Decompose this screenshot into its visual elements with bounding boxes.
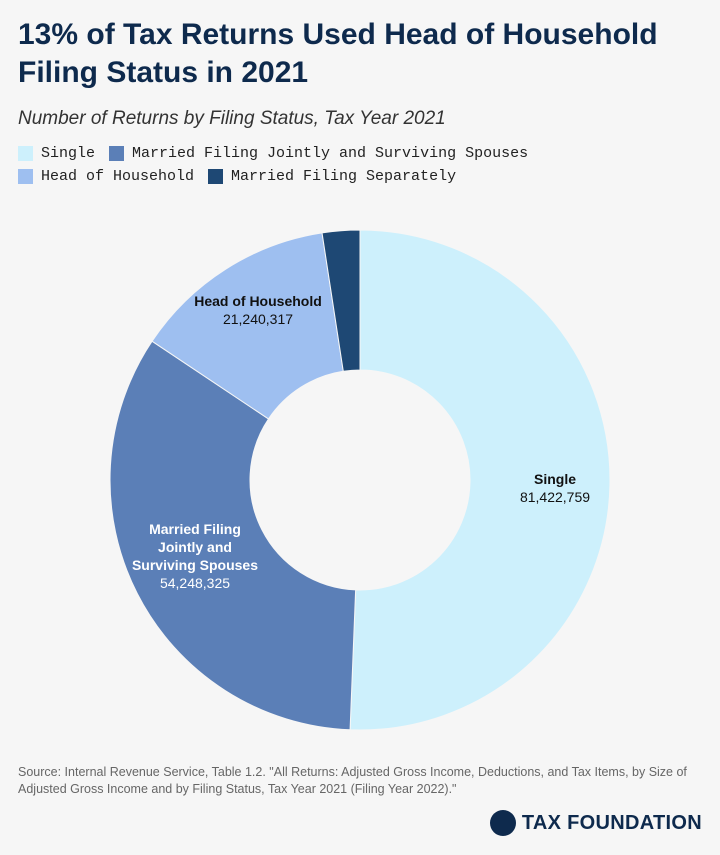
donut-slice (321, 229, 361, 372)
legend-row: Single Married Filing Jointly and Survivi… (18, 145, 698, 168)
legend: Single Married Filing Jointly and Survivi… (18, 145, 698, 191)
data-label: Head of Household 21,240,317 (193, 292, 323, 328)
donut-slice (109, 340, 357, 731)
legend-label: Single (41, 145, 96, 162)
data-label-name: Married Filing Jointly and Surviving Spo… (131, 521, 259, 573)
data-label-value: 81,422,759 (519, 489, 591, 505)
legend-swatch (109, 146, 125, 161)
legend-item: Married Filing Jointly and Surviving Spo… (109, 145, 528, 162)
data-label-name: Head of Household (194, 293, 322, 309)
data-label-name: Single (533, 471, 576, 487)
donut-slice (349, 229, 611, 731)
legend-label: Married Filing Jointly and Surviving Spo… (132, 145, 529, 162)
legend-swatch (18, 146, 33, 161)
legend-row: Head of Household Married Filing Separate… (18, 168, 698, 191)
brand-text: TAX FOUNDATION (521, 811, 702, 834)
donut-slice (151, 232, 344, 420)
brand-icon (489, 810, 516, 836)
brand-logo: TAX FOUNDATION (489, 810, 702, 836)
legend-label: Married Filing Separately (231, 168, 457, 185)
data-label: Single 81,422,759 (490, 470, 620, 506)
chart-subtitle: Number of Returns by Filing Status, Tax … (18, 108, 446, 129)
chart-title: 13% of Tax Returns Used Head of Househol… (18, 18, 658, 89)
legend-item: Single (18, 145, 95, 162)
legend-swatch (208, 169, 224, 184)
source-note: Source: Internal Revenue Service, Table … (18, 765, 687, 796)
legend-swatch (18, 169, 33, 184)
data-label-value: 21,240,317 (222, 311, 294, 327)
legend-label: Head of Household (41, 168, 195, 185)
data-label-value: 54,248,325 (159, 575, 231, 591)
legend-item: Married Filing Separately (208, 168, 456, 185)
data-label: Married Filing Jointly and Surviving Spo… (130, 520, 260, 592)
legend-item: Head of Household (18, 168, 194, 185)
